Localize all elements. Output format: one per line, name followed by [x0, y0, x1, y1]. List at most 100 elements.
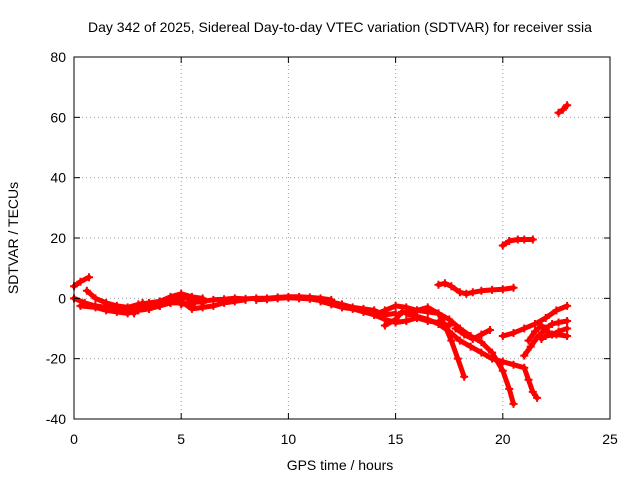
data-point-marker — [498, 332, 507, 341]
data-point-marker — [477, 338, 486, 347]
data-point-marker — [505, 237, 514, 246]
data-point-marker — [440, 279, 449, 288]
data-point-marker — [477, 286, 486, 295]
data-point-marker — [380, 306, 389, 315]
data-point-marker — [530, 327, 539, 336]
data-point-marker — [498, 357, 507, 366]
data-point-marker — [447, 336, 456, 345]
data-point-marker — [563, 316, 572, 325]
data-point-marker — [505, 384, 514, 393]
data-point-marker — [554, 318, 563, 327]
data-point-marker — [520, 235, 529, 244]
data-point-marker — [509, 283, 518, 292]
data-point-marker — [102, 298, 111, 307]
data-point-marker — [76, 301, 85, 310]
x-tick-label: 0 — [70, 431, 78, 447]
data-point-marker — [451, 324, 460, 333]
data-point-marker — [530, 319, 539, 328]
data-point-marker — [498, 285, 507, 294]
data-point-marker — [554, 108, 563, 117]
data-point-marker — [552, 330, 561, 339]
data-point-marker — [477, 330, 486, 339]
data-point-marker — [305, 294, 314, 303]
data-point-marker — [533, 393, 542, 402]
data-point-marker — [526, 342, 535, 351]
data-point-marker — [488, 354, 497, 363]
series-arc-12 — [434, 279, 518, 298]
data-point-marker — [402, 316, 411, 325]
data-point-marker — [434, 280, 443, 289]
data-point-marker — [166, 298, 175, 307]
data-point-marker — [548, 319, 557, 328]
y-tick-label: 80 — [50, 49, 66, 65]
series-arc-19 — [554, 101, 572, 117]
data-point-marker — [445, 315, 454, 324]
y-axis-label: SDTVAR / TECUs — [5, 182, 21, 294]
data-point-marker — [466, 342, 475, 351]
data-point-marker — [462, 289, 471, 298]
data-point-marker — [445, 327, 454, 336]
data-point-marker — [359, 307, 368, 316]
data-point-marker — [380, 321, 389, 330]
y-tick-label: -20 — [46, 351, 66, 367]
data-point-marker — [413, 312, 422, 321]
data-point-marker — [338, 303, 346, 312]
data-point-marker — [541, 332, 550, 341]
data-point-marker — [558, 105, 567, 114]
series-arc-14 — [498, 235, 537, 250]
data-point-marker — [273, 294, 282, 303]
data-point-marker — [485, 326, 494, 335]
data-point-marker — [563, 324, 572, 333]
axis-ticks: 0 5 10 15 20 25 -40 -20 0 20 40 60 80 — [46, 49, 618, 447]
data-point-marker — [91, 294, 100, 303]
x-tick-label: 5 — [177, 431, 185, 447]
data-point-marker — [102, 306, 111, 315]
chart-title: Day 342 of 2025, Sidereal Day-to-day VTE… — [88, 19, 592, 35]
data-point-marker — [528, 235, 537, 244]
data-point-marker — [145, 304, 154, 313]
data-point-marker — [552, 306, 561, 315]
y-tick-label: 20 — [50, 230, 66, 246]
data-point-marker — [316, 297, 325, 306]
data-point-marker — [509, 399, 518, 408]
series-arc-11 — [402, 309, 542, 402]
x-axis-label: GPS time / hours — [287, 457, 394, 473]
data-point-marker — [563, 101, 572, 110]
data-point-marker — [520, 324, 529, 333]
data-point-marker — [138, 298, 147, 307]
data-point-marker — [348, 304, 357, 313]
data-point-marker — [220, 295, 229, 304]
data-point-marker — [198, 297, 207, 306]
series-arc-15 — [498, 301, 572, 341]
data-point-marker — [112, 301, 121, 310]
data-point-marker — [468, 335, 477, 344]
data-point-marker — [423, 303, 432, 312]
data-point-marker — [82, 286, 91, 295]
data-point-marker — [209, 295, 218, 304]
data-point-marker — [434, 319, 443, 328]
data-point-marker — [537, 321, 546, 330]
y-tick-label: -40 — [46, 411, 66, 427]
data-point-marker — [252, 295, 261, 304]
data-point-marker — [509, 360, 518, 369]
data-point-marker — [434, 309, 443, 318]
data-point-marker — [241, 294, 250, 303]
data-point-marker — [130, 309, 139, 318]
data-point-marker — [402, 309, 411, 318]
x-tick-label: 10 — [281, 431, 297, 447]
data-point-marker — [455, 336, 464, 345]
data-point-marker — [284, 293, 293, 302]
data-point-marker — [520, 363, 529, 372]
y-tick-label: 60 — [50, 109, 66, 125]
data-point-marker — [453, 354, 462, 363]
data-point-marker — [509, 329, 518, 338]
data-point-marker — [423, 315, 432, 324]
data-point-marker — [477, 348, 486, 357]
series-arc-1 — [70, 273, 94, 291]
data-point-marker — [498, 366, 507, 375]
data-point-marker — [76, 277, 85, 286]
data-point-marker — [488, 285, 497, 294]
data-point-marker — [295, 294, 304, 303]
